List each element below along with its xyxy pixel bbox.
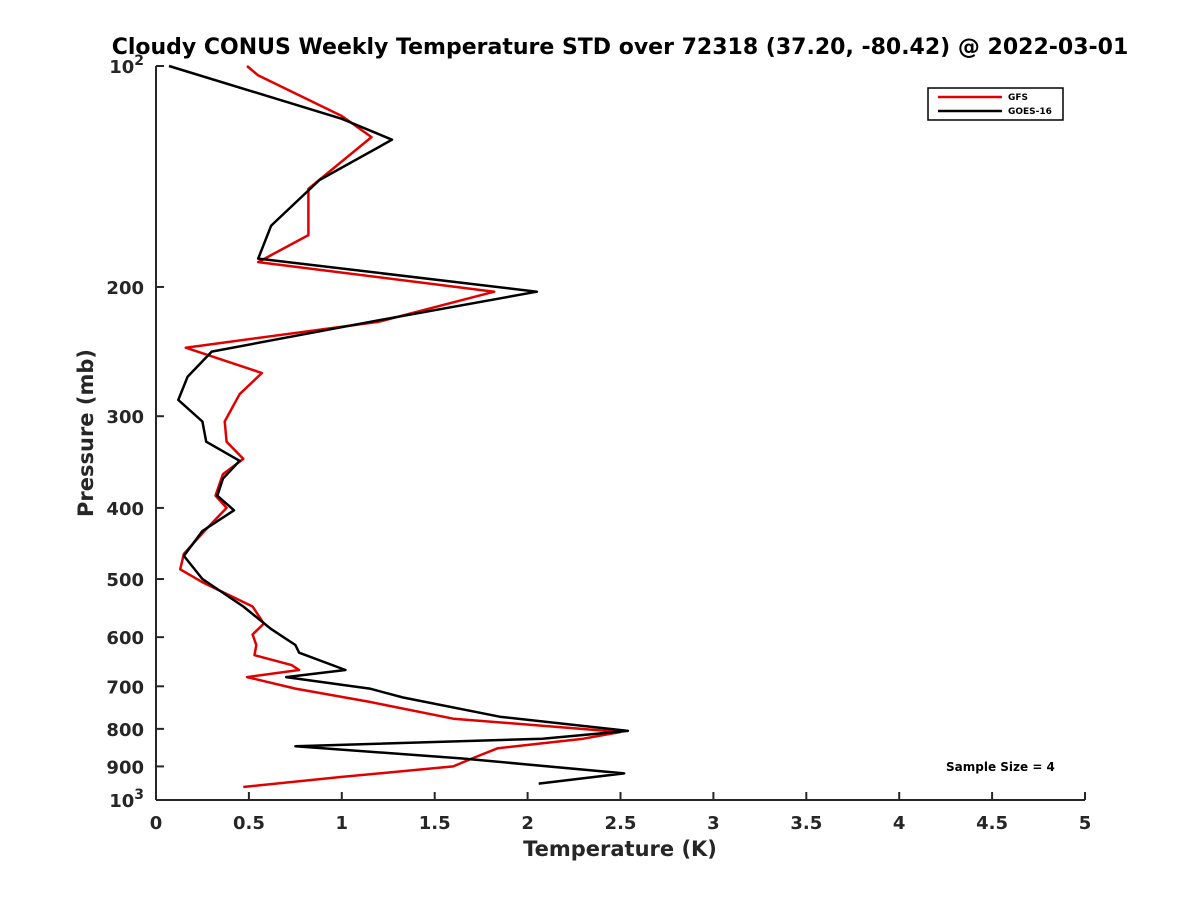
y-tick-label: 700 [106, 677, 144, 698]
y-axis-label: Pressure (mb) [74, 349, 98, 517]
y-axis-ticks: 102 200 300 400 500 600 700 800 900 103 [106, 53, 164, 812]
x-axis-ticks: 0 0.5 1 1.5 2 2.5 3 3.5 4 4.5 5 [150, 792, 1092, 834]
x-tick-label: 5 [1079, 813, 1092, 834]
y-tick-label: 200 [106, 278, 144, 299]
chart-title: Cloudy CONUS Weekly Temperature STD over… [112, 35, 1129, 60]
x-tick-label: 4 [893, 813, 906, 834]
legend-box [927, 87, 1064, 121]
y-tick-label: 102 [109, 53, 144, 78]
x-tick-label: 2.5 [605, 813, 637, 834]
x-tick-label: 0.5 [233, 813, 265, 834]
legend-label-goes16: GOES-16 [1008, 107, 1052, 117]
y-tick-label: 600 [106, 628, 144, 649]
x-tick-label: 3.5 [790, 813, 822, 834]
y-tick-label: 900 [106, 757, 144, 778]
y-tick-label: 300 [106, 407, 144, 428]
x-tick-label: 3 [707, 813, 720, 834]
y-tick-label: 103 [109, 787, 144, 812]
sample-size-annotation: Sample Size = 4 [946, 760, 1055, 774]
y-tick-label: 500 [106, 570, 144, 591]
y-tick-label: 400 [106, 499, 144, 520]
x-tick-label: 0 [150, 813, 163, 834]
x-axis-label: Temperature (K) [523, 837, 717, 861]
series-layer [168, 64, 630, 789]
legend-label-gfs: GFS [1008, 93, 1028, 103]
series-line-goes16 [168, 64, 630, 785]
x-tick-label: 2 [521, 813, 534, 834]
x-tick-label: 1 [336, 813, 349, 834]
x-tick-label: 4.5 [976, 813, 1008, 834]
x-tick-label: 1.5 [419, 813, 451, 834]
series-line-gfs [178, 65, 622, 789]
y-tick-label: 800 [106, 720, 144, 741]
legend: GFS GOES-16 [927, 87, 1064, 121]
